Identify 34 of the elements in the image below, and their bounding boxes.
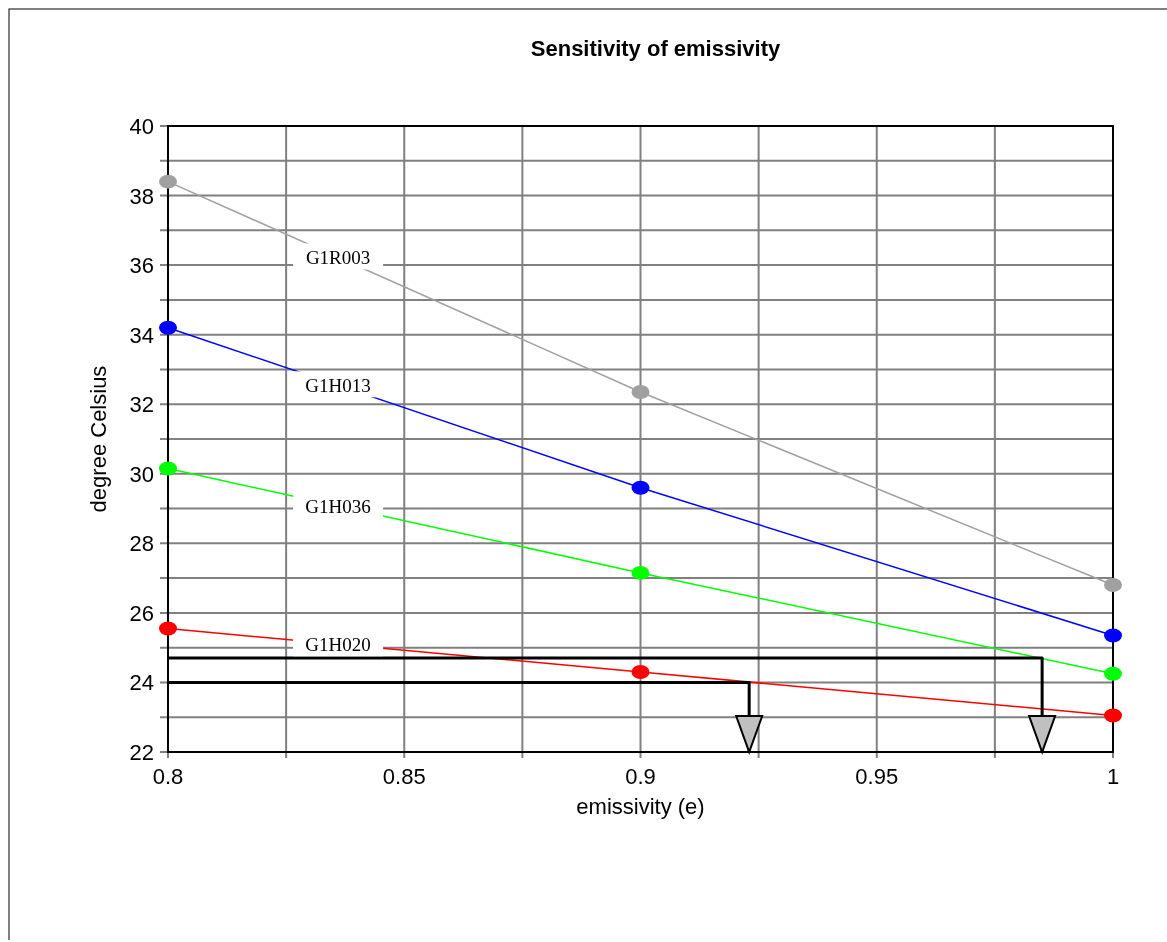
- x-tick-label: 0.8: [152, 764, 184, 789]
- chart-title: Sensitivity of emissivity: [530, 36, 781, 61]
- point: [631, 665, 650, 680]
- point: [631, 480, 650, 495]
- y-tick-label: 36: [129, 253, 154, 279]
- point: [1104, 628, 1122, 643]
- y-tick-label: 30: [129, 461, 154, 487]
- point: [1104, 666, 1122, 681]
- series-label: G1H036: [305, 496, 371, 518]
- point: [159, 621, 177, 636]
- y-tick-label: 22: [129, 740, 154, 765]
- x-tick-label: 0.95: [855, 764, 899, 789]
- point: [159, 320, 177, 335]
- y-tick-label: 24: [129, 670, 154, 696]
- point: [159, 461, 177, 476]
- y-tick-label: 34: [129, 322, 154, 348]
- x-axis-title: emissivity (e): [576, 794, 705, 819]
- series-label: G1R003: [305, 247, 371, 269]
- y-tick-label: 26: [129, 600, 154, 626]
- y-tick-label: 32: [129, 392, 154, 418]
- y-axis-title: degree Celsius: [86, 365, 111, 513]
- point: [1104, 708, 1122, 723]
- x-tick-label: 0.85: [382, 764, 426, 789]
- point: [631, 385, 650, 400]
- y-tick-label: 40: [129, 114, 154, 139]
- x-tick-label: 1: [1106, 764, 1120, 789]
- series-label: G1H013: [305, 375, 371, 397]
- x-tick-label: 0.9: [625, 764, 656, 789]
- y-tick-label: 38: [129, 183, 154, 209]
- point: [631, 565, 650, 580]
- y-tick-label: 28: [129, 531, 154, 557]
- point: [1104, 578, 1122, 593]
- series-label: G1H020: [305, 634, 371, 656]
- point: [159, 174, 177, 189]
